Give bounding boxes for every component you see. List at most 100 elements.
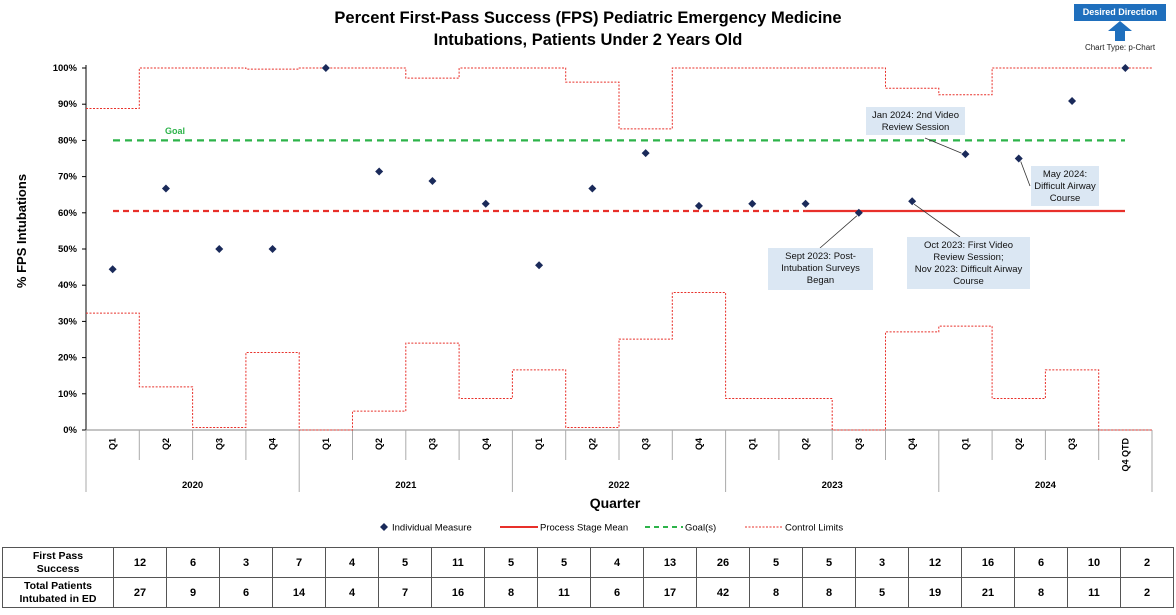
table-cell: 21	[961, 577, 1015, 608]
x-tick-label: Q2	[801, 438, 811, 450]
reference-lines	[113, 139, 1125, 213]
data-point	[801, 199, 810, 208]
data-point	[535, 261, 544, 270]
table-cell: 26	[696, 547, 750, 578]
chart-title-line-1: Percent First-Pass Success (FPS) Pediatr…	[334, 9, 842, 27]
annotation-may-2024: May 2024: Difficult Airway Course	[1031, 166, 1099, 206]
data-point	[1068, 96, 1077, 105]
x-tick-label: Q3	[427, 438, 437, 450]
table-cell: 27	[113, 577, 167, 608]
table-cell: 6	[590, 577, 644, 608]
individual-measures	[108, 64, 1130, 274]
table-cell: 3	[855, 547, 909, 578]
y-tick-label: 0%	[63, 425, 77, 436]
control-chart: 0% 10% 20% 30% 40% 50% 60% 70% 80% 90% 100% % FPS …	[14, 63, 1153, 534]
x-tick-label: Q3	[214, 438, 224, 450]
table-cell: 6	[166, 547, 220, 578]
annotation-connector	[913, 203, 961, 238]
annotation-jan-2024: Jan 2024: 2nd Video Review Session	[866, 107, 965, 135]
year-label: 2020	[182, 480, 203, 491]
upper-control-limit	[86, 67, 1152, 130]
annotation-oct-2023: Oct 2023: First Video Review Session; No…	[907, 237, 1030, 289]
table-cell: 2	[1120, 547, 1174, 578]
x-tick-label: Q1	[321, 438, 331, 450]
data-table: First Pass Success 12 6 3 7 4 5 11 5 5 4 13 26 5 5 3 12…	[2, 547, 1174, 608]
annotation-line: May 2024:	[1042, 169, 1088, 180]
table-cell: 19	[908, 577, 962, 608]
legend-label: Control Limits	[785, 523, 843, 534]
table-cell: 8	[1014, 577, 1068, 608]
table-cell: 8	[749, 577, 803, 608]
annotation-line: Review Session	[881, 122, 950, 133]
x-tick-label: Q3	[641, 438, 651, 450]
data-point	[321, 64, 330, 72]
x-axis-title: Quarter	[590, 495, 641, 511]
table-cell: 12	[908, 547, 962, 578]
data-point	[375, 167, 384, 176]
data-point	[961, 150, 970, 159]
annotation-line: Began	[806, 275, 835, 286]
y-axis-title: % FPS Intubations	[14, 174, 29, 288]
table-cell: 13	[643, 547, 697, 578]
table-cell: 6	[219, 577, 273, 608]
year-label: 2024	[1035, 480, 1057, 491]
year-label: 2021	[395, 480, 417, 491]
table-cell: 7	[272, 547, 326, 578]
y-tick-label: 70%	[58, 172, 78, 183]
chart-title: Percent First-Pass Success (FPS) Pediatr…	[250, 7, 926, 51]
table-cell: 42	[696, 577, 750, 608]
table-cell: 16	[431, 577, 485, 608]
x-tick-label: Q4 QTD	[1120, 438, 1130, 472]
up-arrow-icon	[1108, 21, 1132, 41]
annotation-connector	[819, 215, 858, 249]
table-cell: 5	[749, 547, 803, 578]
data-point	[641, 149, 650, 158]
table-cell: 5	[802, 547, 856, 578]
table-cell: 5	[378, 547, 432, 578]
y-tick-label: 90%	[58, 99, 78, 110]
data-point	[694, 201, 703, 210]
y-tick-label: 100%	[53, 63, 78, 74]
table-cell: 8	[802, 577, 856, 608]
x-tick-label: Q1	[108, 438, 118, 450]
table-cell: 7	[378, 577, 432, 608]
table-cell: 2	[1120, 577, 1174, 608]
annotation-connector	[1020, 161, 1031, 187]
chart-title-line-2: Intubations, Patients Under 2 Years Old	[433, 31, 743, 49]
table-cell: 11	[431, 547, 485, 578]
lower-control-limit	[86, 291, 1152, 431]
year-label: 2022	[608, 480, 629, 491]
x-tick-label: Q1	[960, 438, 970, 450]
chart-axes	[82, 65, 1153, 492]
legend-label: Goal(s)	[685, 523, 716, 534]
table-cell: 17	[643, 577, 697, 608]
x-tick-label: Q2	[587, 438, 597, 450]
row-header-line: Total Patients	[23, 579, 93, 592]
legend-label: Individual Measure	[392, 523, 472, 534]
table-cell: 4	[325, 577, 379, 608]
data-point	[748, 199, 757, 208]
annotation-connectors	[819, 137, 1031, 249]
x-tick-label: Q3	[854, 438, 864, 450]
x-tick-label: Q2	[1014, 438, 1024, 450]
row-header-line: Intubated in ED	[19, 592, 97, 605]
annotation-sept-2023: Sept 2023: Post- Intubation Surveys Bega…	[768, 248, 873, 290]
chart-type-label: Chart Type: p-Chart	[1084, 43, 1156, 52]
y-tick-label: 10%	[58, 389, 78, 400]
x-tick-label: Q4	[694, 438, 704, 450]
x-tick-label: Q4	[907, 438, 917, 450]
x-tick-label: Q3	[1067, 438, 1077, 450]
y-tick-label: 60%	[58, 208, 78, 219]
table-cell: 8	[484, 577, 538, 608]
data-point	[1014, 154, 1023, 163]
annotation-line: Difficult Airway	[1034, 181, 1096, 192]
data-point	[588, 184, 597, 193]
table-cell: 10	[1067, 547, 1121, 578]
data-point	[908, 197, 917, 206]
goal-label: Goal	[165, 126, 185, 136]
data-point	[854, 208, 863, 217]
row-header-line: Success	[36, 562, 80, 575]
year-label: 2023	[822, 480, 843, 491]
y-tick-label: 50%	[58, 244, 78, 255]
y-tick-label: 80%	[58, 135, 78, 146]
